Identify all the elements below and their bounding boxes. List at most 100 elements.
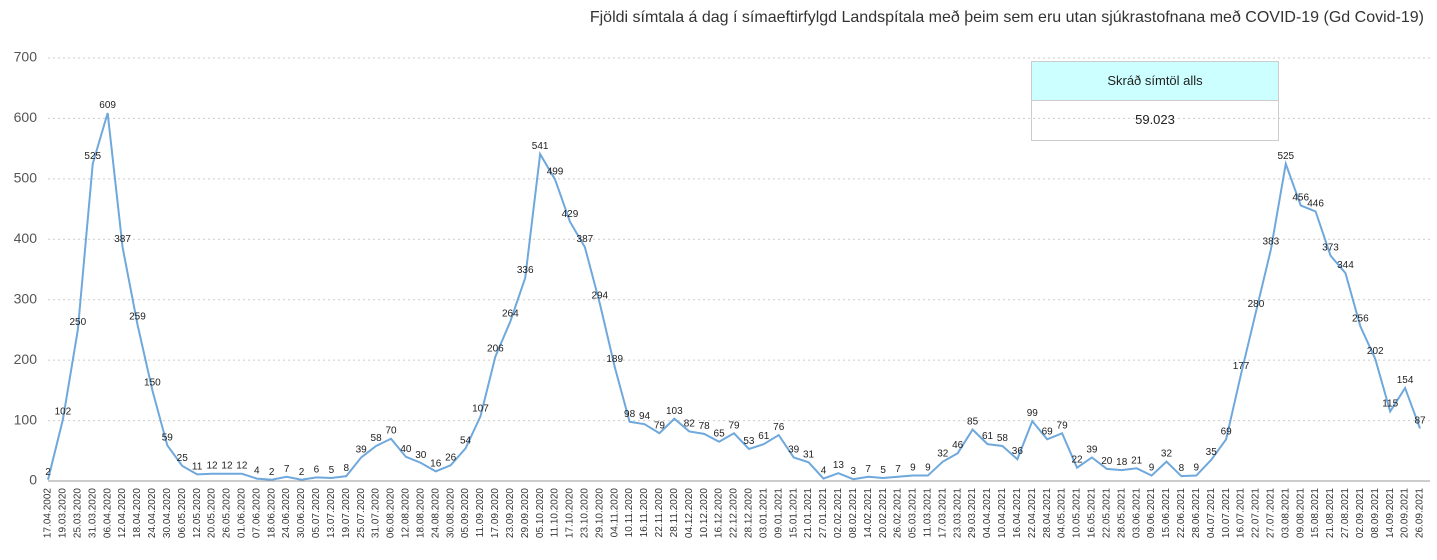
data-label: 70: [385, 426, 397, 437]
x-tick-label: 04.04.2021: [982, 488, 993, 538]
data-label: 61: [982, 431, 994, 442]
data-label: 9: [1194, 463, 1200, 474]
data-label: 32: [937, 449, 949, 460]
data-label: 499: [547, 166, 564, 177]
chart-title: Fjöldi símtala á dag í símaeftirfylgd La…: [590, 9, 1424, 26]
stat-value: 59.023: [1135, 112, 1175, 127]
x-tick-label: 11.10.2020: [550, 488, 561, 538]
x-tick-label: 23.10.2020: [580, 488, 591, 538]
x-tick-label: 02.09.2021: [1355, 488, 1366, 538]
x-tick-label: 16.05.2021: [1087, 488, 1098, 538]
x-tick-label: 09.08.2021: [1295, 488, 1306, 538]
data-label: 177: [1233, 361, 1250, 372]
data-label: 78: [699, 421, 711, 432]
data-label: 344: [1337, 260, 1354, 271]
data-label: 99: [1027, 408, 1039, 419]
data-label: 294: [591, 290, 608, 301]
data-label: 25: [177, 453, 189, 464]
y-tick-label: 200: [14, 351, 38, 367]
x-tick-label: 10.11.2020: [624, 488, 635, 538]
x-tick-label: 19.03.2020: [58, 488, 69, 538]
x-tick-label: 22.04.2021: [1027, 488, 1038, 538]
x-tick-label: 12.08.2020: [401, 488, 412, 538]
y-tick-label: 300: [14, 290, 38, 306]
x-tick-label: 23.03.2021: [952, 488, 963, 538]
data-label: 2: [45, 467, 51, 478]
data-label: 6: [314, 464, 320, 475]
x-tick-label: 29.10.2020: [594, 488, 605, 538]
data-label: 87: [1414, 415, 1426, 426]
data-label: 7: [895, 464, 901, 475]
data-label: 8: [1179, 463, 1185, 474]
x-tick-label: 27.01.2021: [818, 488, 829, 538]
y-tick-label: 700: [14, 49, 38, 65]
data-label: 16: [430, 458, 442, 469]
x-tick-label: 08.09.2021: [1370, 488, 1381, 538]
data-label: 58: [997, 433, 1009, 444]
data-label: 7: [865, 464, 871, 475]
x-tick-label: 25.07.2020: [356, 488, 367, 538]
y-tick-label: 100: [14, 411, 38, 427]
data-label: 154: [1397, 375, 1414, 386]
x-tick-label: 04.11.2020: [609, 488, 620, 538]
data-label: 259: [129, 311, 146, 322]
data-label: 12: [221, 461, 233, 472]
x-tick-label: 25.03.2020: [72, 488, 83, 538]
data-label: 82: [684, 418, 696, 429]
stat-box: Skráð símtöl alls 59.023: [1031, 61, 1279, 141]
data-label: 9: [910, 463, 916, 474]
data-label: 103: [666, 406, 683, 417]
x-tick-label: 10.07.2021: [1221, 488, 1232, 538]
x-tick-label: 24.04.2020: [147, 488, 158, 538]
x-tick-label: 17.03.2021: [937, 488, 948, 538]
data-label: 456: [1292, 192, 1309, 203]
x-tick-label: 29.09.2020: [520, 488, 531, 538]
data-label: 30: [415, 450, 427, 461]
x-tick-label: 22.12.2020: [729, 488, 740, 538]
data-label: 387: [114, 234, 131, 245]
data-label: 32: [1161, 449, 1173, 460]
x-tick-label: 22.07.2021: [1251, 488, 1262, 538]
x-tick-label: 10.04.2021: [997, 488, 1008, 538]
x-tick-label: 04.12.2020: [684, 488, 695, 538]
x-tick-label: 07.06.2020: [251, 488, 262, 538]
x-tick-label: 18.04.2020: [132, 488, 143, 538]
data-label: 336: [517, 265, 534, 276]
data-label: 39: [788, 444, 800, 455]
x-tick-label: 11.09.2020: [475, 488, 486, 538]
data-label: 79: [1057, 420, 1069, 431]
data-label: 26: [445, 452, 457, 463]
x-tick-label: 18.06.2020: [266, 488, 277, 538]
data-label: 2: [299, 467, 305, 478]
x-tick-label: 15.06.2021: [1161, 488, 1172, 538]
data-label: 4: [821, 466, 827, 477]
data-label: 31: [803, 449, 815, 460]
data-label: 40: [400, 444, 412, 455]
x-tick-label: 15.01.2021: [788, 488, 799, 538]
x-tick-label: 23.09.2020: [505, 488, 516, 538]
x-tick-label: 16.12.2020: [714, 488, 725, 538]
data-label: 79: [654, 420, 666, 431]
data-label: 373: [1322, 243, 1339, 254]
y-tick-label: 0: [29, 472, 37, 488]
data-label: 383: [1263, 237, 1280, 248]
x-tick-label: 10.12.2020: [699, 488, 710, 538]
data-label: 20: [1101, 456, 1113, 467]
x-tick-label: 30.06.2020: [296, 488, 307, 538]
x-tick-label: 21.01.2021: [803, 488, 814, 538]
data-label: 65: [714, 429, 726, 440]
x-tick-label: 09.01.2021: [773, 488, 784, 538]
data-label: 387: [577, 234, 594, 245]
x-tick-label: 16.07.2021: [1236, 488, 1247, 538]
data-label: 4: [254, 466, 260, 477]
data-label: 18: [1116, 457, 1128, 468]
data-label: 13: [833, 460, 845, 471]
x-tick-label: 05.03.2021: [908, 488, 919, 538]
data-label: 202: [1367, 346, 1384, 357]
data-label: 98: [624, 409, 636, 420]
x-tick-label: 27.08.2021: [1340, 488, 1351, 538]
x-tick-label: 12.04.2020: [117, 488, 128, 538]
data-label: 609: [99, 100, 116, 111]
data-label: 79: [728, 420, 740, 431]
